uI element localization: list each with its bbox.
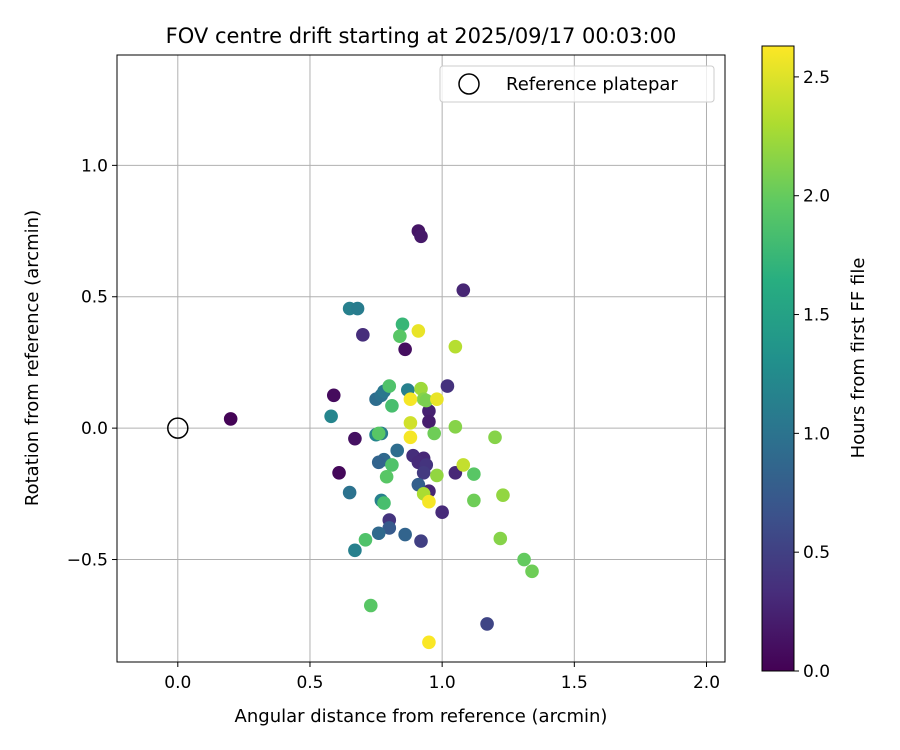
colorbar-ticks: 0.0 0.5 1.0 1.5 2.0 2.5 [794, 68, 830, 682]
data-point [223, 412, 238, 426]
data-point [517, 552, 531, 567]
y-tick-label: 0.0 [81, 419, 108, 439]
data-point [398, 527, 412, 542]
data-point [448, 339, 463, 354]
data-point [422, 404, 436, 418]
y-tick-label: −0.5 [67, 551, 108, 571]
data-point [414, 534, 428, 548]
data-point [414, 381, 428, 396]
colorbar-gradient [761, 45, 795, 672]
data-point [496, 488, 510, 502]
data-point [456, 458, 471, 472]
data-point [350, 301, 365, 316]
colorbar-tick-label: 2.5 [803, 68, 830, 88]
data-point [332, 466, 346, 480]
data-point [382, 379, 397, 393]
data-point [411, 324, 426, 338]
colorbar-tick-label: 0.5 [803, 543, 830, 563]
data-point [422, 494, 436, 509]
legend-reference-marker [458, 73, 480, 95]
data-point [385, 398, 399, 413]
data-point [435, 505, 449, 520]
data-point [326, 388, 341, 403]
data-point [414, 229, 428, 244]
data-point [430, 468, 444, 483]
data-point [358, 533, 373, 547]
colorbar-tick-label: 2.0 [803, 187, 830, 207]
y-tick-label: 0.5 [81, 288, 108, 308]
data-point [371, 455, 386, 470]
data-point [348, 543, 362, 558]
x-tick-label: 1.5 [561, 673, 588, 693]
plot-frame [116, 54, 726, 663]
data-point [493, 531, 508, 546]
data-point [422, 414, 436, 429]
data-point [385, 458, 399, 472]
data-point [342, 485, 357, 500]
data-point [448, 420, 463, 434]
colorbar-tick-label: 1.5 [803, 306, 830, 326]
colorbar-label: Hours from first FF file [848, 258, 869, 459]
data-point [419, 393, 434, 408]
data-point [395, 317, 410, 332]
data-point [348, 431, 362, 446]
legend-box [439, 65, 715, 103]
data-point [416, 466, 431, 480]
data-point [430, 392, 444, 407]
points-layer [223, 224, 539, 650]
data-point [467, 467, 481, 481]
data-point [356, 328, 370, 342]
data-point [427, 426, 442, 441]
data-point [480, 617, 494, 631]
x-axis-label: Angular distance from reference (arcmin) [235, 706, 608, 727]
data-point [371, 526, 386, 541]
data-point [393, 329, 407, 343]
colorbar-tick-label: 1.0 [803, 424, 830, 444]
chart-title: FOV centre drift starting at 2025/09/17 … [166, 24, 677, 48]
data-point [456, 283, 471, 297]
data-point [488, 430, 502, 445]
x-tick-label: 0.5 [296, 673, 323, 693]
grid [117, 55, 725, 662]
legend: Reference platepar [439, 65, 715, 103]
legend-entry-reference: Reference platepar [506, 74, 678, 95]
x-tick-label: 1.0 [429, 673, 456, 693]
y-axis-label: Rotation from reference (arcmin) [22, 210, 43, 506]
data-point [377, 496, 391, 510]
data-point [467, 493, 481, 508]
data-point [422, 635, 436, 650]
x-tick-label: 2.0 [693, 673, 720, 693]
colorbar: 0.0 0.5 1.0 1.5 2.0 2.5 Hours from first FF f… [761, 45, 869, 682]
data-point [398, 342, 412, 357]
colorbar-tick-label: 0.0 [803, 662, 830, 682]
data-point [440, 379, 455, 393]
data-point [403, 416, 418, 430]
x-axis-ticks: 0.0 0.5 1.0 1.5 2.0 [164, 662, 720, 693]
data-point [379, 469, 394, 484]
data-point [363, 598, 378, 613]
reference-platepar-marker [167, 417, 189, 439]
x-tick-label: 0.0 [164, 673, 191, 693]
y-tick-label: 1.0 [81, 156, 108, 176]
data-point [390, 443, 405, 458]
data-point [403, 430, 418, 445]
data-point [525, 564, 539, 579]
data-point [382, 521, 397, 535]
data-point [324, 409, 338, 424]
data-point [403, 392, 418, 407]
data-point [371, 426, 386, 441]
y-axis-ticks: −0.5 0.0 0.5 1.0 [67, 156, 117, 571]
